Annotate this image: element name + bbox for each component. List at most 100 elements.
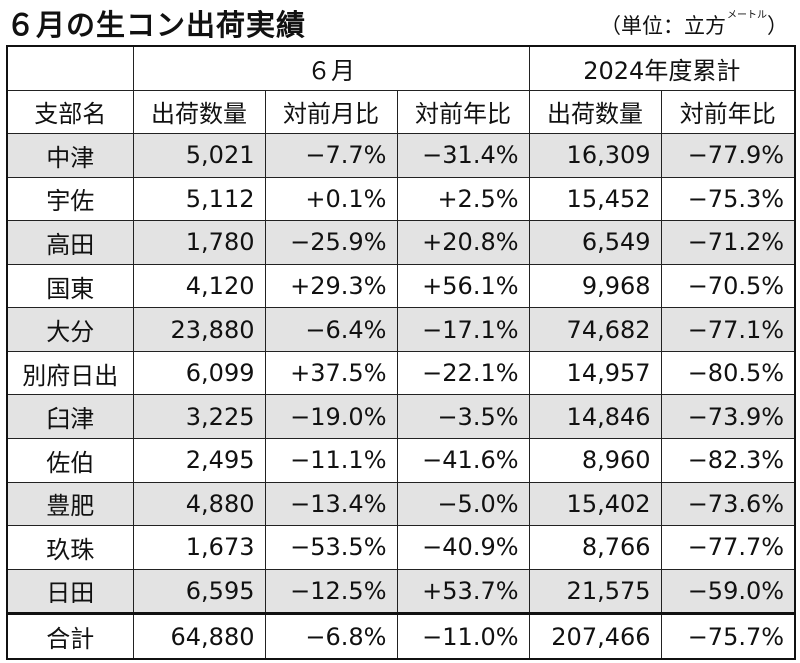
- ytd-yoy: −73.6%: [660, 481, 796, 527]
- month-mom: +0.1%: [264, 176, 398, 222]
- month-mom: −53.5%: [264, 525, 398, 570]
- total-month-volume: 64,880: [132, 612, 266, 660]
- month-yoy: −31.4%: [396, 133, 530, 178]
- branch-name: 宇佐: [6, 176, 134, 222]
- table-row: 臼津 3,225 −19.0% −3.5% 14,846 −73.9%: [6, 394, 796, 439]
- month-yoy: +20.8%: [396, 220, 530, 265]
- month-volume: 23,880: [132, 307, 266, 352]
- ytd-yoy: −71.2%: [660, 220, 796, 265]
- month-volume: 3,225: [132, 394, 266, 439]
- month-volume: 4,120: [132, 263, 266, 309]
- month-volume: 1,780: [132, 220, 266, 265]
- ytd-yoy: −70.5%: [660, 263, 796, 309]
- unit-note: （単位：立方 メートル ）: [600, 10, 788, 40]
- ytd-yoy: −75.3%: [660, 176, 796, 222]
- ytd-yoy: −73.9%: [660, 394, 796, 439]
- total-ytd-yoy: −75.7%: [660, 612, 796, 660]
- month-mom: −13.4%: [264, 481, 398, 527]
- total-row: 合計 64,880 −6.8% −11.0% 207,466 −75.7%: [6, 612, 796, 660]
- header-month-mom: 対前月比: [264, 89, 398, 135]
- branch-name: 高田: [6, 220, 134, 265]
- month-mom: −19.0%: [264, 394, 398, 439]
- table-row: 別府日出 6,099 +37.5% −22.1% 14,957 −80.5%: [6, 350, 796, 396]
- header-month-yoy: 対前年比: [396, 89, 530, 135]
- ytd-volume: 14,846: [528, 394, 662, 439]
- table-row: 玖珠 1,673 −53.5% −40.9% 8,766 −77.7%: [6, 525, 796, 570]
- month-volume: 5,021: [132, 133, 266, 178]
- ytd-volume: 15,452: [528, 176, 662, 222]
- header-column-row: 支部名 出荷数量 対前月比 対前年比 出荷数量 対前年比: [6, 89, 796, 135]
- header-blank: [6, 45, 134, 91]
- month-volume: 6,099: [132, 350, 266, 396]
- ytd-yoy: −77.9%: [660, 133, 796, 178]
- ytd-volume: 8,960: [528, 437, 662, 483]
- table-row: 中津 5,021 −7.7% −31.4% 16,309 −77.9%: [6, 133, 796, 178]
- month-yoy: +2.5%: [396, 176, 530, 222]
- ytd-yoy: −59.0%: [660, 568, 796, 615]
- total-month-yoy: −11.0%: [396, 612, 530, 660]
- branch-name: 中津: [6, 133, 134, 178]
- ytd-volume: 21,575: [528, 568, 662, 615]
- page-title: ６月の生コン出荷実績: [6, 8, 307, 42]
- table-row: 大分 23,880 −6.4% −17.1% 74,682 −77.1%: [6, 307, 796, 352]
- month-volume: 6,595: [132, 568, 266, 615]
- month-yoy: +53.7%: [396, 568, 530, 615]
- total-ytd-volume: 207,466: [528, 612, 662, 660]
- table-row: 佐伯 2,495 −11.1% −41.6% 8,960 −82.3%: [6, 437, 796, 483]
- ytd-yoy: −77.1%: [660, 307, 796, 352]
- branch-name: 日田: [6, 568, 134, 615]
- ytd-volume: 9,968: [528, 263, 662, 309]
- branch-name: 国東: [6, 263, 134, 309]
- month-yoy: −40.9%: [396, 525, 530, 570]
- table-row: 宇佐 5,112 +0.1% +2.5% 15,452 −75.3%: [6, 176, 796, 222]
- ytd-volume: 16,309: [528, 133, 662, 178]
- branch-name: 玖珠: [6, 525, 134, 570]
- header-month-volume: 出荷数量: [132, 89, 266, 135]
- month-mom: −6.4%: [264, 307, 398, 352]
- unit-suffix: ）: [767, 14, 788, 38]
- unit-prefix: （単位：立方: [600, 14, 726, 38]
- month-yoy: −3.5%: [396, 394, 530, 439]
- month-mom: −11.1%: [264, 437, 398, 483]
- table-row: 高田 1,780 −25.9% +20.8% 6,549 −71.2%: [6, 220, 796, 265]
- month-yoy: −5.0%: [396, 481, 530, 527]
- shipment-table: ６月 2024年度累計 支部名 出荷数量 対前月比 対前年比 出荷数量 対前年比…: [6, 45, 797, 660]
- ytd-volume: 6,549: [528, 220, 662, 265]
- ytd-volume: 14,957: [528, 350, 662, 396]
- ytd-yoy: −82.3%: [660, 437, 796, 483]
- branch-name: 臼津: [6, 394, 134, 439]
- month-yoy: −17.1%: [396, 307, 530, 352]
- header-month-group: ６月: [132, 45, 530, 91]
- branch-name: 豊肥: [6, 481, 134, 527]
- month-mom: +29.3%: [264, 263, 398, 309]
- table-row: 豊肥 4,880 −13.4% −5.0% 15,402 −73.6%: [6, 481, 796, 527]
- month-mom: +37.5%: [264, 350, 398, 396]
- month-mom: −12.5%: [264, 568, 398, 615]
- table-row: 国東 4,120 +29.3% +56.1% 9,968 −70.5%: [6, 263, 796, 309]
- header-group-row: ６月 2024年度累計: [6, 45, 796, 91]
- month-yoy: −41.6%: [396, 437, 530, 483]
- month-mom: −7.7%: [264, 133, 398, 178]
- header-branch: 支部名: [6, 89, 134, 135]
- unit-small: メートル: [727, 10, 767, 21]
- month-yoy: −22.1%: [396, 350, 530, 396]
- branch-name: 佐伯: [6, 437, 134, 483]
- month-volume: 4,880: [132, 481, 266, 527]
- month-volume: 5,112: [132, 176, 266, 222]
- total-month-mom: −6.8%: [264, 612, 398, 660]
- ytd-yoy: −77.7%: [660, 525, 796, 570]
- month-mom: −25.9%: [264, 220, 398, 265]
- table-row: 日田 6,595 −12.5% +53.7% 21,575 −59.0%: [6, 568, 796, 615]
- header-ytd-group: 2024年度累計: [528, 45, 796, 91]
- header-ytd-volume: 出荷数量: [528, 89, 662, 135]
- header-ytd-yoy: 対前年比: [660, 89, 796, 135]
- ytd-volume: 8,766: [528, 525, 662, 570]
- month-volume: 2,495: [132, 437, 266, 483]
- branch-name: 別府日出: [6, 350, 134, 396]
- month-yoy: +56.1%: [396, 263, 530, 309]
- ytd-yoy: −80.5%: [660, 350, 796, 396]
- month-volume: 1,673: [132, 525, 266, 570]
- branch-name: 大分: [6, 307, 134, 352]
- total-label: 合計: [6, 612, 134, 660]
- ytd-volume: 15,402: [528, 481, 662, 527]
